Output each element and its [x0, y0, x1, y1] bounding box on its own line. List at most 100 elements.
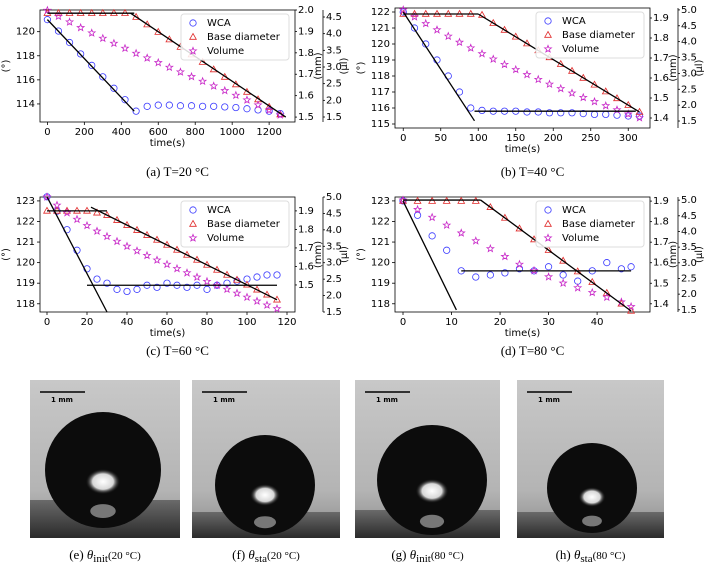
point [110, 84, 118, 92]
caption: (a) T=20 °C [146, 164, 209, 179]
point [634, 113, 645, 122]
point [132, 246, 142, 255]
point [273, 271, 281, 279]
point [154, 27, 163, 35]
x-axis-label: time(s) [505, 328, 541, 339]
legend-box [180, 200, 290, 248]
plot-frame [39, 196, 296, 313]
droplet-highlight [578, 487, 606, 507]
y-tick-label: 123 [16, 196, 35, 207]
point [623, 109, 633, 118]
reflection-highlight [254, 516, 276, 529]
point [544, 79, 555, 89]
y2-tick-label: 1.7 [298, 243, 314, 254]
point [93, 208, 101, 216]
x-tick-label: 250 [581, 133, 600, 144]
point [92, 226, 102, 236]
point [209, 81, 219, 90]
x-tick-label: 150 [506, 133, 525, 144]
point [212, 280, 222, 290]
point [243, 275, 251, 283]
point [242, 95, 252, 104]
point [454, 37, 465, 47]
x-axis-label: time(s) [150, 138, 186, 149]
point [409, 12, 420, 21]
y-tick-label: 122 [371, 7, 390, 18]
x-tick-label: 0 [400, 317, 406, 328]
y-tick-label: 116 [371, 103, 390, 114]
legend-marker [189, 19, 197, 27]
x-tick-label: 600 [149, 127, 168, 138]
y3-tick-label: 1.5 [681, 305, 697, 316]
point [99, 73, 107, 81]
legend-label: WCA [207, 18, 231, 29]
point [98, 33, 108, 43]
y3-tick-label: 2.0 [326, 291, 342, 302]
point [143, 102, 151, 110]
point [559, 271, 567, 279]
point [109, 38, 119, 48]
y-tick-label: 119 [16, 278, 35, 289]
y2-tick-label: 1.5 [653, 93, 669, 104]
point [220, 85, 230, 95]
point [210, 102, 218, 110]
point [187, 71, 197, 81]
point [265, 107, 273, 115]
scale-bar-label: 1 mm [376, 396, 398, 404]
point [568, 109, 576, 117]
y2-tick-label: 1.6 [298, 261, 314, 272]
y-tick-label: 118 [16, 51, 35, 62]
legend-label: Base diameter [207, 219, 281, 230]
point [93, 275, 101, 283]
point [123, 287, 131, 296]
point [232, 103, 240, 112]
point [103, 279, 111, 287]
y3-axis-label: (μl) [694, 246, 704, 263]
caption-subscript: sta [580, 553, 592, 565]
point [587, 287, 597, 297]
point [131, 48, 141, 58]
legend-marker [188, 46, 198, 55]
point [558, 278, 568, 288]
point [544, 263, 553, 271]
y3-tick-label: 2.5 [681, 273, 697, 284]
point [232, 288, 242, 298]
legend-marker [544, 206, 552, 214]
photo: 1 mm [192, 380, 340, 538]
point [602, 110, 610, 119]
legend-marker [543, 44, 553, 53]
x-tick-label: 0 [400, 133, 406, 144]
legend-label: Volume [562, 44, 599, 55]
legend-label: WCA [562, 205, 586, 216]
point [142, 53, 152, 62]
y2-tick-label: 1.7 [653, 53, 669, 64]
scale-bar-label: 1 mm [213, 396, 235, 404]
point [456, 228, 466, 237]
caption-subscript: init [93, 553, 108, 565]
point [121, 96, 129, 104]
point [163, 279, 171, 287]
x-tick-label: 0 [44, 317, 50, 328]
y3-axis-label: (μl) [339, 246, 350, 263]
point [187, 102, 196, 110]
y2-tick-label: 1.4 [653, 113, 669, 124]
scale-bar-label: 1 mm [51, 396, 73, 404]
legend-marker [544, 30, 552, 38]
y2-axis-label: (mm) [313, 241, 324, 268]
point [243, 105, 251, 113]
x-tick-label: 1000 [219, 127, 244, 138]
point [421, 18, 431, 28]
plot-frame [394, 196, 651, 313]
reflection-highlight [90, 504, 116, 518]
caption-symbol: θ [248, 547, 255, 562]
point [133, 285, 141, 293]
y3-tick-label: 2.5 [681, 84, 697, 95]
point [222, 284, 232, 294]
y3-tick-label: 5.0 [326, 192, 342, 203]
point [443, 246, 451, 254]
legend-label: Volume [207, 46, 244, 57]
point [192, 272, 202, 282]
point [88, 61, 96, 69]
point [209, 65, 218, 73]
